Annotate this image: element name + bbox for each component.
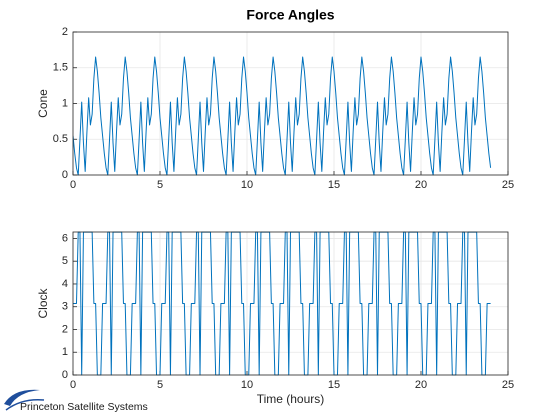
x-tick-label: 25 xyxy=(502,179,514,191)
chart-title: Force Angles xyxy=(246,7,334,23)
y-tick-label: 2 xyxy=(62,323,68,335)
x-tick-label: 20 xyxy=(415,179,427,191)
y-tick-label: 3 xyxy=(62,301,68,313)
y-tick-label: 1 xyxy=(62,346,68,358)
logo-arc xyxy=(5,398,45,411)
axes: 0 5 10 15 20 25 0 0.5 1 1.5 2 Force Angles Cone xyxy=(36,7,514,191)
x-tick-label: 5 xyxy=(157,379,163,391)
x-tick-label: 0 xyxy=(70,379,76,391)
x-tick-label: 15 xyxy=(328,179,340,191)
y-tick-label: 1.5 xyxy=(53,62,68,74)
y-axis-label: Cone xyxy=(36,89,50,118)
y-tick-label: 0 xyxy=(62,169,68,181)
axes-box xyxy=(72,231,509,376)
axes-box xyxy=(72,31,509,176)
logo-swoosh xyxy=(4,389,40,406)
x-tick-label: 5 xyxy=(157,179,163,191)
y-tick-label: 5 xyxy=(62,255,68,267)
y-axis-label: Clock xyxy=(36,288,50,319)
data-layer xyxy=(73,56,492,176)
y-tick-label: 1 xyxy=(62,97,68,109)
axes: 0 5 10 15 20 25 0 1 2 3 4 5 6 Clock Time (hours) xyxy=(36,231,514,406)
x-tick-label: 0 xyxy=(70,179,76,191)
y-tick-label: 0 xyxy=(62,369,68,381)
logo-text: Princeton Satellite Systems xyxy=(20,401,148,413)
x-axis-label: Time (hours) xyxy=(257,392,325,406)
y-tick-label: 2 xyxy=(62,26,68,38)
x-tick-label: 15 xyxy=(328,379,340,391)
x-tick-label: 20 xyxy=(415,379,427,391)
x-tick-label: 25 xyxy=(502,379,514,391)
y-tick-label: 0.5 xyxy=(53,133,68,145)
y-tick-label: 4 xyxy=(62,278,68,290)
data-line xyxy=(73,56,492,176)
y-tick-label: 6 xyxy=(62,232,68,244)
logo: Princeton Satellite Systems xyxy=(4,389,148,413)
x-tick-label: 10 xyxy=(241,179,253,191)
x-tick-label: 10 xyxy=(241,379,253,391)
